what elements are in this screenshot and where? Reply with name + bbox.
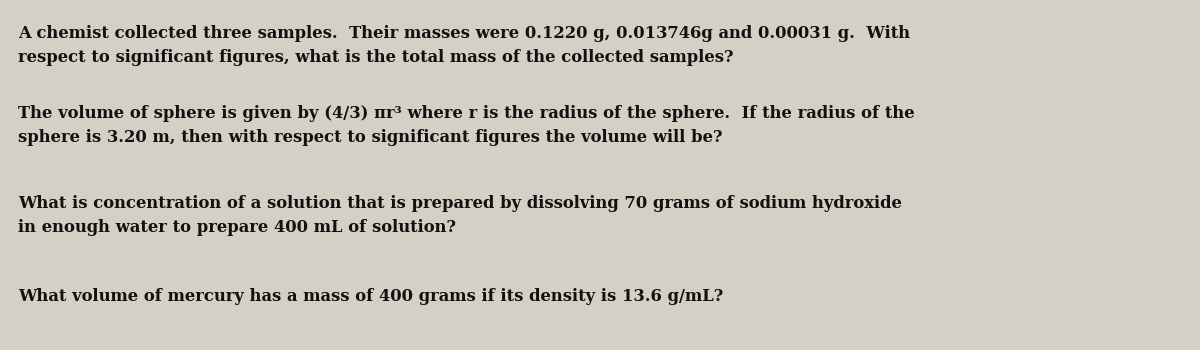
Text: A chemist collected three samples.  Their masses were 0.1220 g, 0.013746g and 0.: A chemist collected three samples. Their… (18, 25, 910, 66)
Text: What is concentration of a solution that is prepared by dissolving 70 grams of s: What is concentration of a solution that… (18, 195, 902, 236)
Text: What volume of mercury has a mass of 400 grams if its density is 13.6 g/mL?: What volume of mercury has a mass of 400… (18, 288, 724, 305)
Text: The volume of sphere is given by (4/3) πr³ where r is the radius of the sphere. : The volume of sphere is given by (4/3) π… (18, 105, 914, 146)
